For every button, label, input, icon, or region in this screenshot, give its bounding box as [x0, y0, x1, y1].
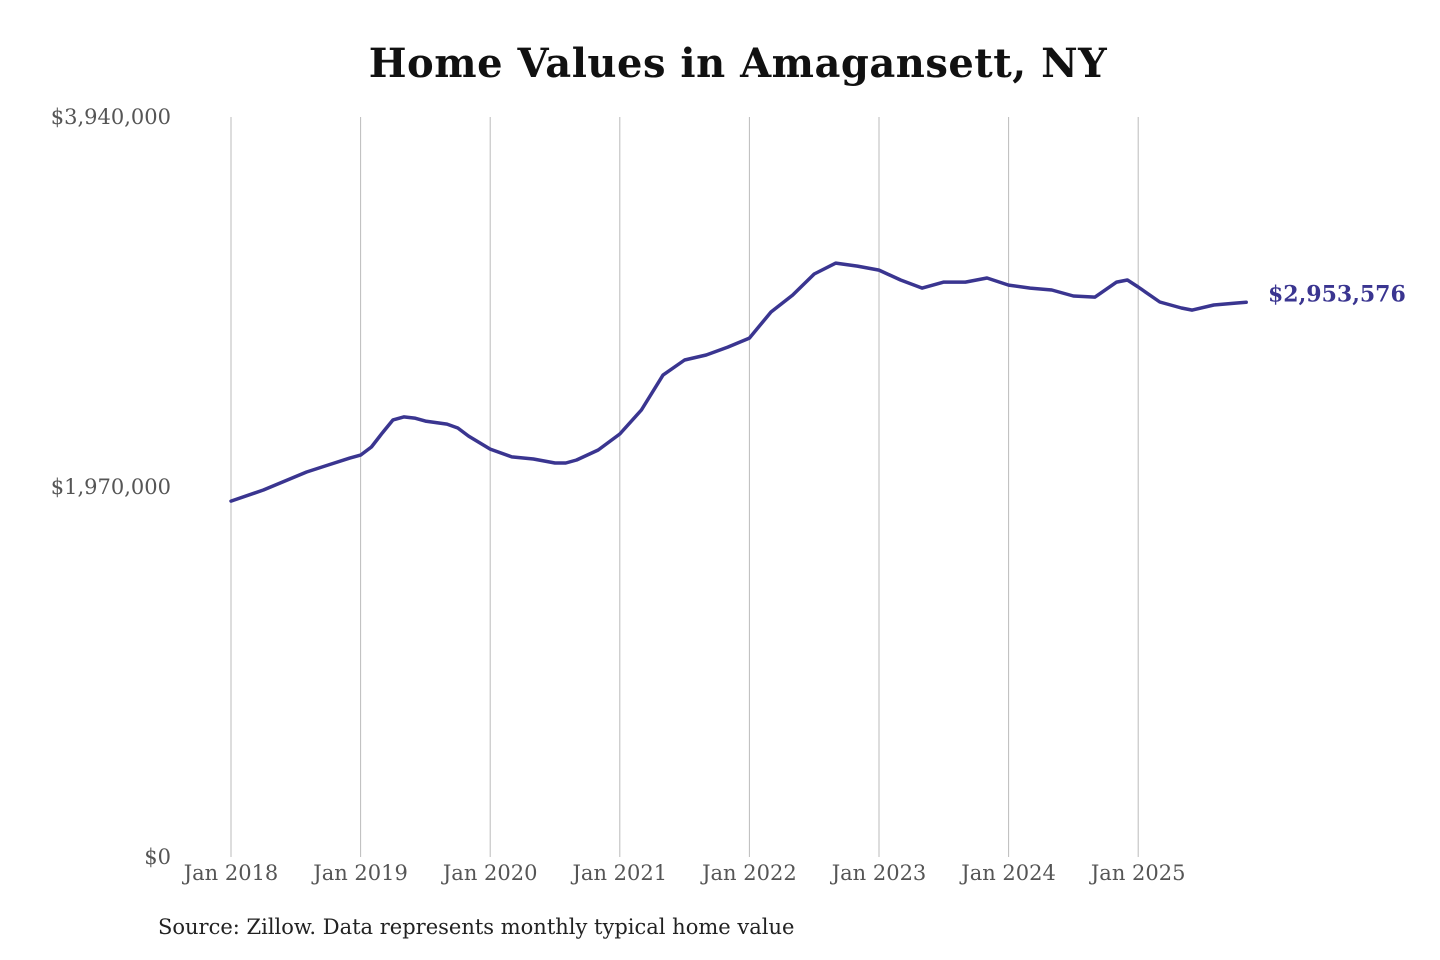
- x-tick-label: Jan 2018: [182, 861, 279, 885]
- end-value-label: $2,953,576: [1268, 281, 1406, 307]
- x-tick-label: Jan 2022: [700, 861, 797, 885]
- x-tick-label: Jan 2021: [571, 861, 668, 885]
- x-tick-label: Jan 2023: [830, 861, 927, 885]
- source-note: Source: Zillow. Data represents monthly …: [158, 915, 795, 939]
- x-tick-label: Jan 2025: [1089, 861, 1186, 885]
- y-tick-label: $1,970,000: [51, 475, 171, 499]
- x-tick-label: Jan 2020: [441, 861, 538, 885]
- chart-title: Home Values in Amagansett, NY: [368, 40, 1108, 87]
- x-tick-label: Jan 2024: [959, 861, 1056, 885]
- y-tick-label: $3,940,000: [51, 105, 171, 129]
- y-tick-label: $0: [144, 845, 171, 869]
- x-tick-label: Jan 2019: [311, 861, 408, 885]
- series-line: [229, 261, 1248, 503]
